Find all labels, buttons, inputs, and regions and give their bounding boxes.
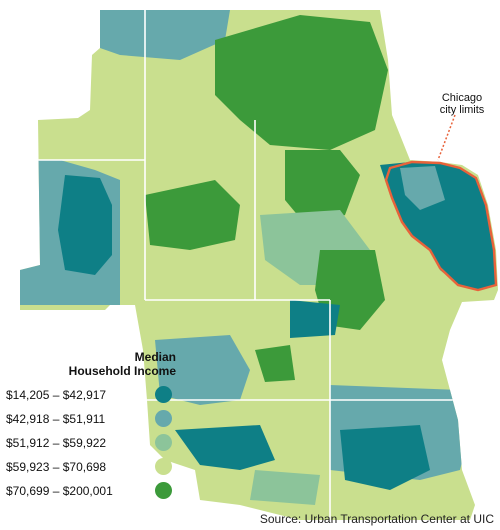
tract-south-low-2 (340, 425, 430, 490)
legend-item-2-label: $42,918 – $51,911 (6, 412, 106, 426)
tract-central-low (290, 300, 340, 338)
legend-title-line1: Median (134, 350, 176, 364)
legend-item-5-swatch (155, 482, 172, 499)
legend-item-4-label: $59,923 – $70,698 (6, 460, 107, 474)
legend-item-3: $51,912 – $59,922 (6, 432, 176, 456)
tract-south-low-1 (175, 425, 275, 470)
legend-item-2-swatch (155, 410, 172, 427)
tract-west-central (145, 180, 240, 250)
legend-item-3-swatch (155, 434, 172, 451)
chicago-city-limits-outline (384, 160, 498, 292)
annotation-line1: Chicago (441, 92, 483, 104)
legend-title: Median Household Income (69, 350, 176, 378)
annotation-line2: city limits (439, 104, 485, 116)
legend-item-1: $14,205 – $42,917 (6, 384, 176, 408)
legend-item-4-swatch (155, 458, 172, 475)
legend-item-3-label: $51,912 – $59,922 (6, 436, 107, 450)
legend-item-5-label: $70,699 – $200,001 (6, 484, 113, 498)
county-borders (20, 10, 470, 520)
tract-south-medium (250, 470, 320, 505)
tract-chicago-north (400, 166, 445, 210)
annotation-leader (437, 114, 456, 161)
legend-title-line2: Household Income (68, 364, 176, 378)
source-credit: Source: Urban Transportation Center at U… (259, 512, 494, 526)
tract-west-low (58, 175, 112, 275)
tract-north-shore (215, 15, 388, 150)
legend-item-2: $42,918 – $51,911 (6, 408, 176, 432)
legend-item-5: $70,699 – $200,001 (6, 480, 176, 504)
tract-north-west (100, 10, 230, 60)
legend-item-1-label: $14,205 – $42,917 (6, 388, 107, 402)
tract-south-high (255, 345, 295, 382)
city-limits-annotation: Chicago city limits (430, 92, 494, 116)
legend-item-4: $59,923 – $70,698 (6, 456, 176, 480)
tract-southwest (155, 335, 250, 405)
tract-north-suburbs (285, 150, 360, 230)
legend-item-1-swatch (155, 386, 172, 403)
